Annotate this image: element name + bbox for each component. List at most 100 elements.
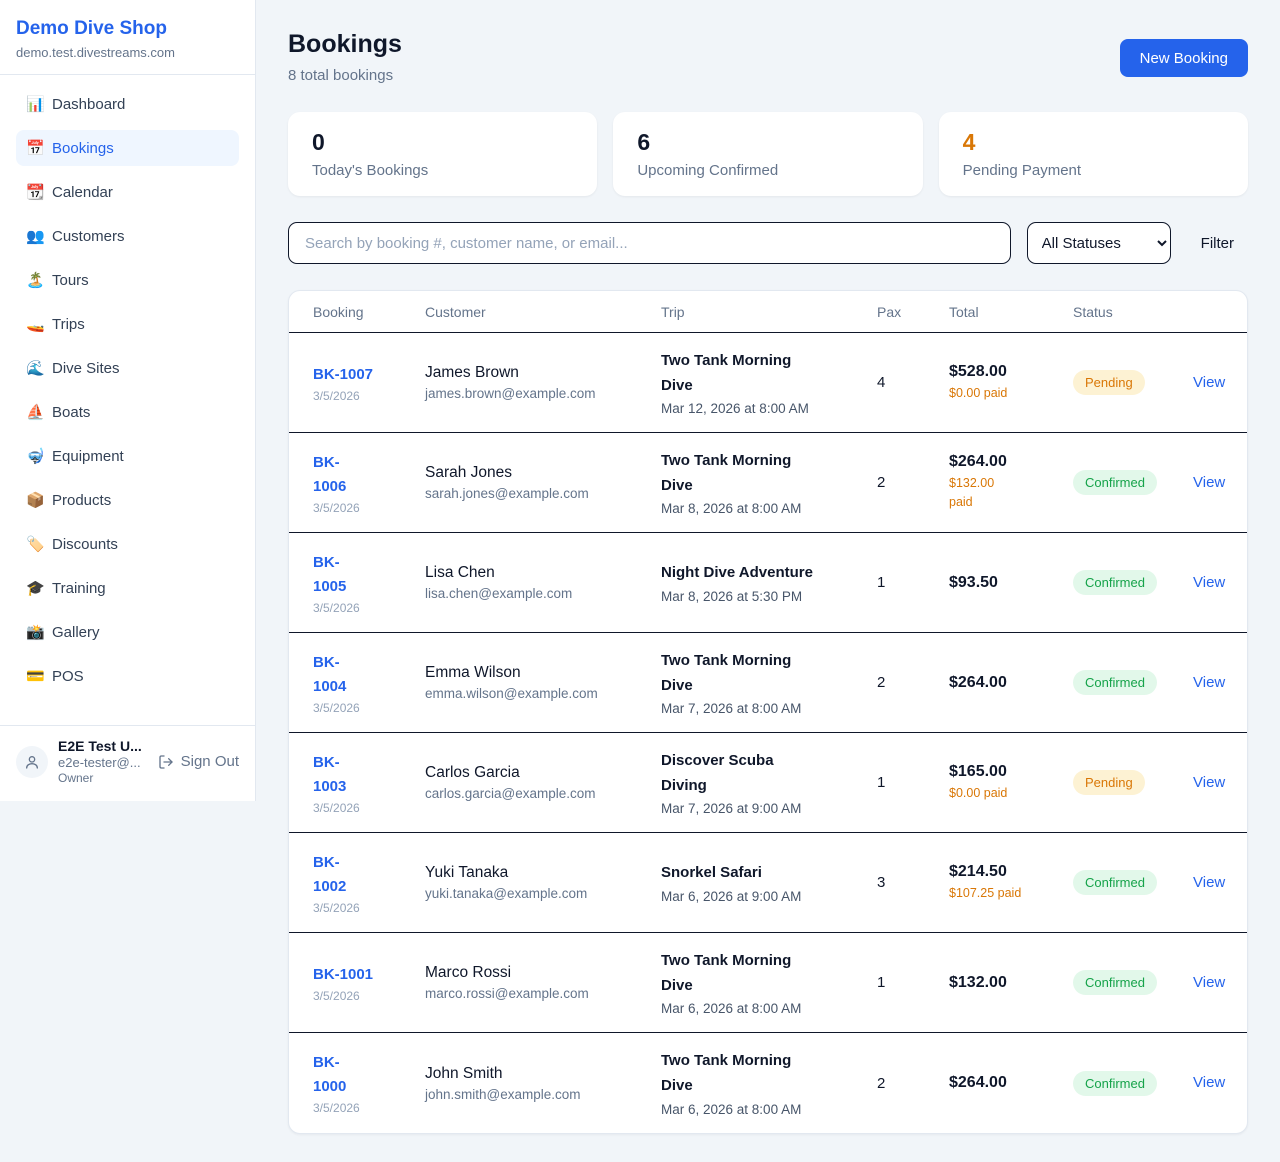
booking-id-link[interactable]: BK-1001: [313, 965, 374, 983]
sidebar-item-tours[interactable]: 🏝️ Tours: [16, 262, 239, 298]
status-badge: Confirmed: [1073, 670, 1157, 695]
view-link[interactable]: View: [1193, 373, 1226, 391]
equipment-icon: 🤿: [26, 447, 45, 465]
page-header: Bookings 8 total bookings New Booking: [288, 30, 1248, 84]
sidebar-item-training[interactable]: 🎓 Training: [16, 570, 239, 606]
pax-count: 2: [877, 1074, 886, 1092]
view-link[interactable]: View: [1193, 773, 1226, 791]
sidebar-item-pos[interactable]: 💳 POS: [16, 658, 239, 694]
gallery-icon: 📸: [26, 623, 45, 641]
booking-id-link[interactable]: BK- 1000: [313, 1054, 347, 1095]
customers-icon: 👥: [26, 227, 45, 245]
trip-name: Two Tank Morning Dive: [661, 351, 792, 394]
sign-out-label: Sign Out: [180, 753, 239, 770]
sidebar-item-dashboard[interactable]: 📊 Dashboard: [16, 86, 239, 122]
sidebar-item-dive-sites[interactable]: 🌊 Dive Sites: [16, 350, 239, 386]
trip-datetime: Mar 6, 2026 at 9:00 AM: [661, 888, 802, 904]
status-cell: Confirmed: [1073, 970, 1193, 995]
total-amount: $264.00: [949, 673, 1007, 691]
view-link[interactable]: View: [1193, 1074, 1226, 1091]
booking-id-link[interactable]: BK- 1002: [313, 853, 347, 895]
brand-name: Demo Dive Shop: [16, 18, 167, 39]
total-cell: $264.00: [949, 674, 1073, 692]
table-row: BK- 1004 3/5/2026 Emma Wilson emma.wilso…: [289, 633, 1247, 733]
trip-datetime: Mar 6, 2026 at 8:00 AM: [661, 1101, 802, 1117]
discounts-icon: 🏷️: [26, 535, 45, 553]
total-amount: $132.00: [949, 973, 1007, 991]
customer-name: John Smith: [425, 1064, 503, 1082]
customer-cell: Emma Wilson emma.wilson@example.com: [425, 664, 661, 701]
booking-id-link[interactable]: BK- 1005: [313, 553, 347, 595]
booking-id-link[interactable]: BK- 1004: [313, 653, 347, 695]
sidebar-item-customers[interactable]: 👥 Customers: [16, 218, 239, 254]
trip-name: Two Tank Morning Dive: [661, 951, 792, 994]
view-link[interactable]: View: [1193, 673, 1226, 691]
sidebar-item-label: Bookings: [52, 139, 114, 157]
sidebar-item-bookings[interactable]: 📅 Bookings: [16, 130, 239, 166]
table-row: BK- 1003 3/5/2026 Carlos Garcia carlos.g…: [289, 733, 1247, 833]
status-cell: Confirmed: [1073, 670, 1193, 695]
trip-name: Snorkel Safari: [661, 864, 762, 882]
booking-date: 3/5/2026: [313, 900, 360, 915]
col-header-pax: Pax: [877, 303, 902, 320]
stats-row: 0 Today's Bookings 6 Upcoming Confirmed …: [288, 112, 1248, 196]
sidebar-item-calendar[interactable]: 📆 Calendar: [16, 174, 239, 210]
total-cell: $528.00 $0.00 paid: [949, 363, 1073, 403]
tours-icon: 🏝️: [26, 271, 45, 289]
paid-amount: $107.25 paid: [949, 885, 1022, 900]
col-header-booking: Booking: [313, 303, 364, 320]
sidebar-item-boats[interactable]: ⛵ Boats: [16, 394, 239, 430]
paid-amount: $0.00 paid: [949, 385, 1008, 400]
view-link[interactable]: View: [1193, 473, 1226, 491]
status-badge: Confirmed: [1073, 870, 1157, 895]
sidebar: Demo Dive Shop demo.test.divestreams.com…: [0, 0, 256, 801]
total-amount: $93.50: [949, 573, 998, 591]
booking-id-link[interactable]: BK- 1006: [313, 453, 347, 495]
sidebar-item-gallery[interactable]: 📸 Gallery: [16, 614, 239, 650]
customer-cell: Carlos Garcia carlos.garcia@example.com: [425, 764, 661, 801]
customer-email: carlos.garcia@example.com: [425, 786, 596, 801]
col-header-trip: Trip: [661, 303, 685, 320]
status-cell: Confirmed: [1073, 870, 1193, 895]
status-select[interactable]: All Statuses: [1026, 222, 1171, 264]
customer-email: lisa.chen@example.com: [425, 586, 573, 601]
user-role: Owner: [58, 771, 94, 785]
stat-value: 4: [962, 129, 976, 155]
table-header: Booking Customer Trip Pax Total Status: [289, 291, 1247, 333]
booking-date: 3/5/2026: [313, 600, 360, 615]
new-booking-button[interactable]: New Booking: [1119, 39, 1248, 77]
table-row: BK- 1005 3/5/2026 Lisa Chen lisa.chen@ex…: [289, 533, 1247, 633]
trip-datetime: Mar 8, 2026 at 5:30 PM: [661, 588, 803, 604]
total-cell: $93.50: [949, 574, 1073, 592]
sidebar-item-label: Training: [52, 579, 106, 597]
trip-datetime: Mar 6, 2026 at 8:00 AM: [661, 1001, 802, 1017]
booking-cell: BK-1007 3/5/2026: [313, 363, 425, 403]
view-link[interactable]: View: [1193, 573, 1226, 591]
sidebar-item-equipment[interactable]: 🤿 Equipment: [16, 438, 239, 474]
booking-id-link[interactable]: BK-1007: [313, 365, 374, 383]
customer-email: yuki.tanaka@example.com: [425, 886, 588, 901]
customer-cell: Lisa Chen lisa.chen@example.com: [425, 564, 661, 601]
view-link[interactable]: View: [1193, 973, 1226, 991]
table-row: BK- 1002 3/5/2026 Yuki Tanaka yuki.tanak…: [289, 833, 1247, 933]
booking-id-link[interactable]: BK- 1003: [313, 753, 347, 795]
page-title: Bookings: [288, 30, 402, 58]
col-header-total: Total: [949, 303, 979, 320]
sidebar-item-label: Equipment: [52, 447, 124, 465]
booking-date: 3/5/2026: [313, 500, 360, 515]
sign-out-button[interactable]: Sign Out: [158, 753, 239, 770]
status-badge: Confirmed: [1073, 570, 1157, 595]
sidebar-item-label: Dashboard: [52, 95, 126, 113]
filter-button[interactable]: Filter: [1187, 235, 1248, 252]
sidebar-item-products[interactable]: 📦 Products: [16, 482, 239, 518]
actions-cell: View: [1193, 374, 1225, 392]
search-input[interactable]: [288, 222, 1011, 264]
customer-name: Emma Wilson: [425, 664, 521, 681]
table-body: BK-1007 3/5/2026 James Brown james.brown…: [289, 333, 1247, 1133]
sidebar-item-label: Dive Sites: [52, 359, 120, 377]
user-box: E2E Test U... e2e-tester@... Owner Sign …: [0, 725, 255, 801]
sidebar-item-discounts[interactable]: 🏷️ Discounts: [16, 526, 239, 562]
trip-datetime: Mar 12, 2026 at 8:00 AM: [661, 401, 809, 417]
view-link[interactable]: View: [1193, 873, 1226, 891]
sidebar-item-trips[interactable]: 🚤 Trips: [16, 306, 239, 342]
